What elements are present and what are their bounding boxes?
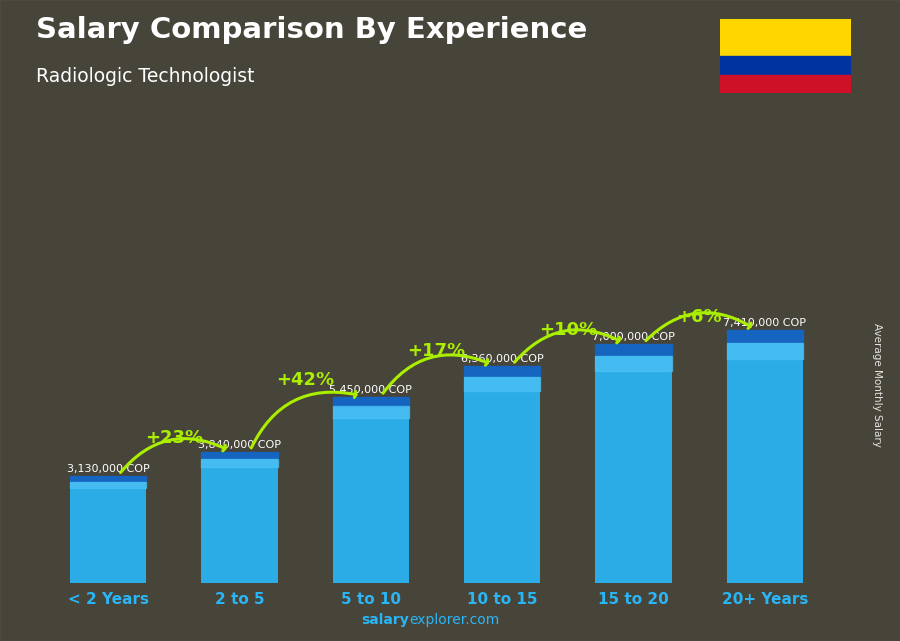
Bar	[464, 366, 540, 583]
Text: +6%: +6%	[676, 308, 722, 326]
Bar	[596, 344, 671, 355]
Bar	[202, 452, 277, 583]
Bar	[202, 452, 277, 458]
Bar	[596, 356, 671, 371]
Bar	[720, 19, 850, 56]
Text: +10%: +10%	[539, 321, 597, 339]
Bar	[726, 343, 803, 359]
Bar	[720, 74, 850, 93]
Bar	[464, 377, 540, 390]
Text: 7,000,000 COP: 7,000,000 COP	[592, 332, 675, 342]
Bar	[596, 344, 671, 583]
Bar	[70, 476, 147, 583]
Text: +42%: +42%	[276, 370, 334, 388]
Bar	[726, 330, 803, 583]
Text: +17%: +17%	[408, 342, 465, 360]
Text: 6,360,000 COP: 6,360,000 COP	[461, 354, 544, 364]
Bar	[333, 397, 409, 406]
Text: salary: salary	[362, 613, 410, 627]
Text: +23%: +23%	[145, 429, 202, 447]
Text: 3,130,000 COP: 3,130,000 COP	[67, 464, 149, 474]
Text: Average Monthly Salary: Average Monthly Salary	[872, 322, 883, 447]
Bar	[333, 397, 409, 583]
Bar	[726, 330, 803, 342]
Bar	[202, 459, 277, 467]
Text: 7,410,000 COP: 7,410,000 COP	[724, 318, 806, 328]
Text: Salary Comparison By Experience: Salary Comparison By Experience	[36, 16, 587, 44]
Text: 3,840,000 COP: 3,840,000 COP	[198, 440, 281, 450]
Bar	[70, 482, 147, 488]
Bar	[333, 406, 409, 418]
Bar	[720, 56, 850, 74]
Bar	[70, 476, 147, 481]
Bar	[464, 366, 540, 376]
Text: explorer.com: explorer.com	[410, 613, 500, 627]
Text: Radiologic Technologist: Radiologic Technologist	[36, 67, 255, 87]
Text: 5,450,000 COP: 5,450,000 COP	[329, 385, 412, 395]
